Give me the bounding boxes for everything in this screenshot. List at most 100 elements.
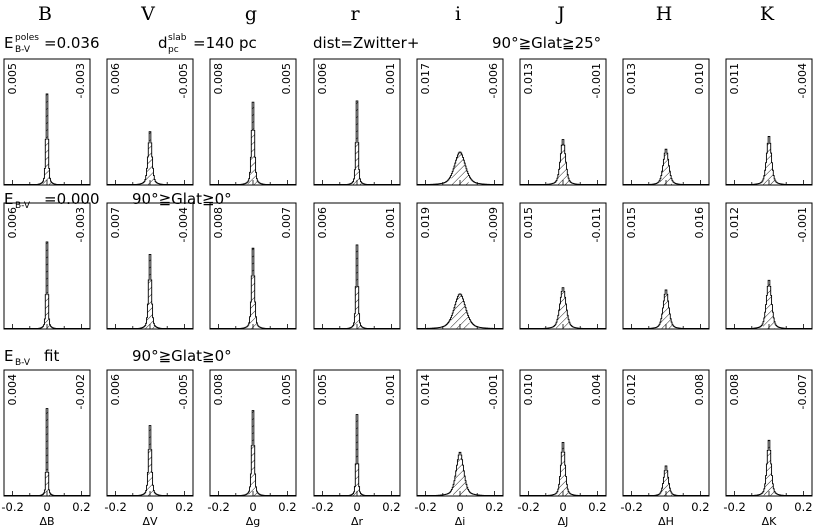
row-label-symbol: E xyxy=(4,34,13,52)
panel-right-value: -0.003 xyxy=(74,63,87,98)
panel-right-value: 0.005 xyxy=(280,374,293,406)
histogram-outline xyxy=(210,410,296,496)
histogram-bar xyxy=(771,475,773,496)
histogram-bar xyxy=(149,131,150,185)
histogram-bar xyxy=(456,298,458,329)
row-label-symbol: E xyxy=(4,190,13,208)
histogram-bar xyxy=(149,254,150,329)
histogram-bar xyxy=(662,307,664,329)
histogram-outline xyxy=(4,408,90,496)
histogram-bar xyxy=(458,153,460,185)
slab-value: =140 pc xyxy=(193,34,257,52)
histogram-bar xyxy=(462,298,464,329)
x-tick-label: 0.2 xyxy=(72,500,90,514)
histogram-bar xyxy=(566,169,568,185)
histogram-bar xyxy=(360,181,362,185)
histogram-bar xyxy=(461,296,463,329)
histogram-bar xyxy=(253,248,254,329)
histogram-bar xyxy=(558,310,560,329)
histogram-bar xyxy=(667,477,669,496)
histogram-bar xyxy=(766,153,768,185)
panel-r-row1: 0.006 0.001 xyxy=(313,58,401,186)
panel-g-row3: 0.008 0.005 xyxy=(209,369,297,497)
histogram-bar xyxy=(352,493,354,496)
histogram-bar xyxy=(661,488,663,496)
histogram-bar xyxy=(770,463,772,496)
x-tick-label: -0.2 xyxy=(311,500,333,514)
histogram-bar xyxy=(42,326,44,329)
panel-right-value: 0.008 xyxy=(693,374,706,406)
histogram-bar xyxy=(560,153,562,185)
panel-left-value: 0.013 xyxy=(522,63,535,95)
panel-right-value: 0.010 xyxy=(693,63,706,95)
histogram-bar xyxy=(251,275,253,329)
histogram-bar xyxy=(464,163,466,185)
histogram-outline xyxy=(107,425,193,496)
histogram-bar xyxy=(659,178,661,185)
histogram-bar xyxy=(669,171,671,185)
histogram-bar xyxy=(565,476,567,496)
histogram-bar xyxy=(662,483,664,496)
histogram-bar xyxy=(666,153,668,185)
histogram-bar xyxy=(247,325,249,329)
histogram-bar xyxy=(559,303,561,329)
histogram-bar xyxy=(460,452,461,496)
histogram-bar xyxy=(464,476,466,496)
panel-left-value: 0.015 xyxy=(522,207,535,239)
panel-left-value: 0.005 xyxy=(316,374,329,406)
panel-i-row2: 0.019 -0.009 xyxy=(416,202,504,330)
histogram-bar xyxy=(563,291,565,329)
histogram-outline xyxy=(623,289,709,329)
panel-H-row3: 0.012 0.008 xyxy=(622,369,710,497)
histogram-bar xyxy=(463,470,465,496)
panel-right-value: -0.009 xyxy=(487,207,500,242)
histogram-bar xyxy=(669,313,671,329)
histogram-bar xyxy=(556,322,557,329)
panel-left-value: 0.008 xyxy=(728,374,741,406)
row-label-value: =0.000 xyxy=(44,190,100,208)
histogram-bar xyxy=(466,310,467,329)
histogram-bar xyxy=(148,142,150,185)
histogram-bar xyxy=(768,280,769,329)
histogram-bar xyxy=(466,484,467,496)
histogram-bar xyxy=(453,484,454,496)
histogram-bar xyxy=(562,287,563,329)
histogram-bar xyxy=(767,286,769,329)
histogram-bar xyxy=(770,295,772,329)
histogram-bar xyxy=(43,324,45,329)
histogram-outline xyxy=(107,131,193,185)
histogram-bar xyxy=(567,315,569,329)
histogram-bar xyxy=(560,465,562,496)
histogram-outline xyxy=(314,244,400,329)
histogram-bar xyxy=(558,169,560,185)
panel-right-value: 0.001 xyxy=(384,207,397,239)
panel-r-row3: 0.005 0.001 xyxy=(313,369,401,497)
histogram-bar xyxy=(564,465,566,496)
histogram-bar xyxy=(565,303,567,329)
panel-left-value: 0.019 xyxy=(419,207,432,239)
histogram-bar xyxy=(670,491,672,496)
histogram-bar xyxy=(144,325,146,329)
histogram-bar xyxy=(145,175,147,185)
histogram-bar xyxy=(659,492,661,496)
panel-H-row1: 0.013 0.010 xyxy=(622,58,710,186)
histogram-bar xyxy=(360,325,362,329)
histogram-bar xyxy=(661,313,663,329)
panel-V-row1: 0.006 -0.005 xyxy=(106,58,194,186)
panel-left-value: 0.006 xyxy=(109,374,122,406)
histogram-bar xyxy=(456,465,458,496)
histogram-bar xyxy=(563,442,564,496)
histogram-bar xyxy=(764,312,766,329)
panel-left-value: 0.015 xyxy=(625,207,638,239)
histogram-bar xyxy=(149,425,150,496)
histogram-bar xyxy=(768,136,769,185)
histogram-bar xyxy=(150,425,151,496)
panel-right-value: 0.007 xyxy=(280,207,293,239)
panel-left-value: 0.008 xyxy=(212,374,225,406)
histogram-bar xyxy=(563,287,564,329)
histogram-bar xyxy=(460,153,462,185)
histogram-bar xyxy=(257,181,259,185)
histogram-bar xyxy=(452,171,454,185)
